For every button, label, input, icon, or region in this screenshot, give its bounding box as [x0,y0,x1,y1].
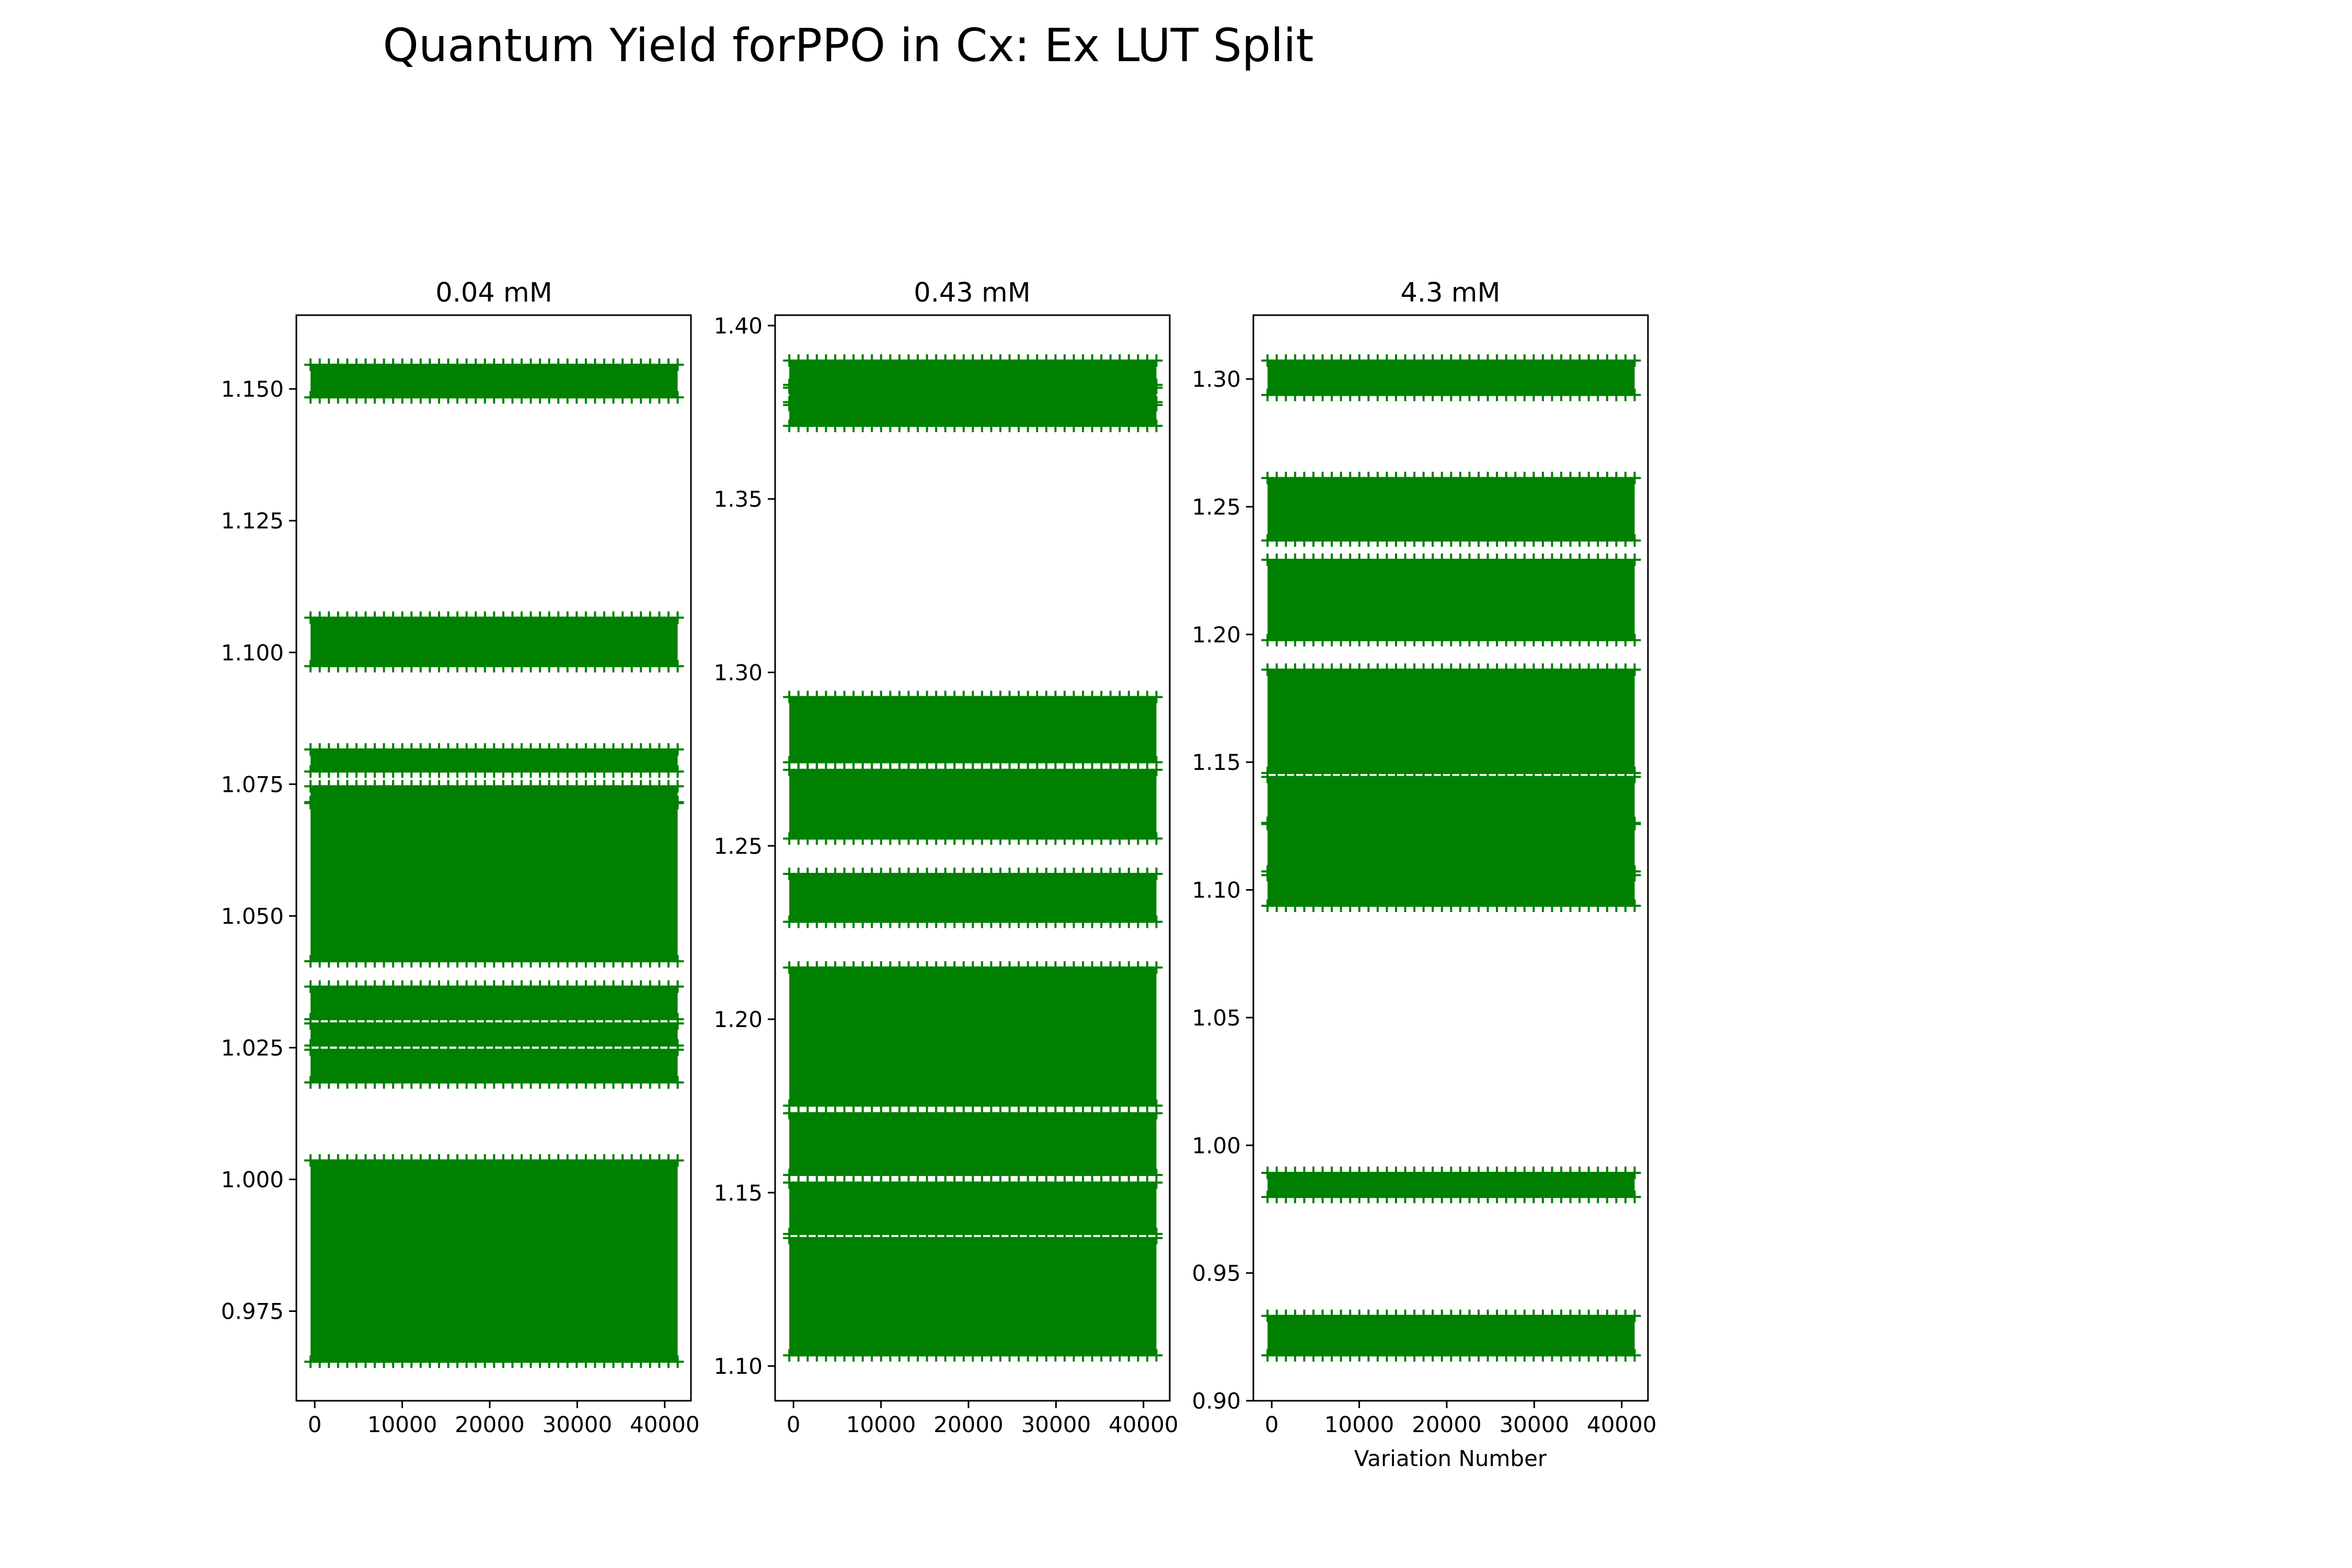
x-tick-label: 0 [1265,1412,1279,1437]
data-band-0-04-mm-8 [304,1154,684,1368]
y-tick-label: 1.20 [1192,622,1241,648]
data-band-0-43-mm-2 [783,396,1163,432]
x-tick-label: 10000 [367,1412,437,1437]
panel-0-04-mm: 0.04 mM 0 10000 20000 30000 40000 0.975 1.000… [221,278,700,1437]
data-band-0-04-mm-7 [304,1043,684,1089]
x-tick-label: 30000 [1021,1412,1091,1437]
y-tick-label: 1.10 [713,1354,763,1379]
panel-4-3-mm-marks [1261,354,1641,1362]
y-tick-label: 0.975 [221,1299,284,1324]
data-band-0-04-mm-4 [304,795,684,968]
panel-0-43-mm: 0.43 mM 0 10000 20000 30000 40000 1.101.151.… [713,278,1178,1437]
y-tick-label: 1.15 [713,1180,763,1206]
data-band-0-43-mm-4 [783,763,1163,845]
panel-title-0-04-mm: 0.04 mM [435,278,552,308]
data-band-0-43-mm-9 [783,1231,1163,1362]
panel-0-04-mm-marks [304,358,684,1368]
x-tick-label: 20000 [1412,1412,1482,1437]
y-tick-label: 0.95 [1192,1261,1241,1286]
y-tick-label: 1.000 [221,1167,284,1193]
y-tick-label: 1.20 [713,1007,763,1032]
y-tick-label: 1.050 [221,903,284,929]
y-tick-label: 1.25 [713,833,763,859]
data-band-0-43-mm-5 [783,868,1163,928]
y-tick-label: 1.125 [221,508,284,534]
data-band-4-3-mm-3 [1261,663,1641,779]
data-band-0-43-mm-8 [783,1176,1163,1240]
panel-0-43-mm-y-axis: 1.10 1.15 1.20 1.25 1.30 1.35 1.40 [713,313,775,1379]
x-tick-label: 40000 [1109,1412,1179,1437]
panel-0-04-mm-frame [295,314,692,1402]
panel-0-43-mm-x-axis: 0 10000 20000 30000 40000 [787,1401,1179,1437]
y-tick-label: 1.100 [221,640,284,665]
data-band-4-3-mm-6 [1261,865,1641,913]
data-band-0-04-mm-2 [304,743,684,778]
y-tick-label: 1.15 [1192,750,1241,775]
figure-title: Quantum Yield forPPO in Cx: Ex LUT Split [383,19,1314,72]
y-tick-label: 1.025 [221,1035,284,1060]
data-band-0-04-mm-1 [304,611,684,673]
y-tick-label: 1.150 [221,376,284,402]
data-band-4-3-mm-7 [1261,1166,1641,1204]
y-tick-label: 1.075 [221,771,284,797]
x-tick-label: 10000 [1324,1412,1394,1437]
x-tick-label: 40000 [1587,1412,1657,1437]
panel-4-3-mm: 4.3 mM 0 10000 20000 30000 40000 0.90 0.95 1.0… [1192,278,1656,1471]
data-band-4-3-mm-2 [1261,554,1641,647]
panel-title-0-43-mm: 0.43 mM [914,278,1030,308]
panel-0-43-mm-frame [774,314,1171,1402]
x-tick-label: 40000 [630,1412,700,1437]
x-tick-label: 30000 [543,1412,613,1437]
panel-4-3-mm-x-label: Variation Number [1354,1446,1547,1471]
y-tick-label: 1.30 [713,660,763,685]
x-tick-label: 20000 [455,1412,525,1437]
x-tick-label: 0 [787,1412,801,1437]
panel-4-3-mm-frame [1252,314,1649,1402]
y-tick-label: 1.30 [1192,366,1241,392]
data-band-4-3-mm-0 [1261,354,1641,401]
panel-0-04-mm-y-axis: 0.975 1.000 1.025 1.050 1.075 1.100 1.125 1.150 [221,376,296,1324]
panel-4-3-mm-y-axis: 0.90 0.95 1.00 1.05 1.10 1.15 1.20 1.25 1.30 [1192,366,1253,1414]
data-band-4-3-mm-1 [1261,471,1641,547]
x-tick-label: 10000 [846,1412,916,1437]
y-tick-label: 1.35 [713,487,763,512]
data-band-0-43-mm-3 [783,690,1163,769]
panel-title-4-3-mm: 4.3 mM [1400,278,1500,308]
x-tick-label: 20000 [933,1412,1004,1437]
x-tick-label: 0 [308,1412,322,1437]
data-band-0-04-mm-0 [304,358,684,404]
data-band-4-3-mm-8 [1261,1309,1641,1362]
y-tick-label: 1.05 [1192,1005,1241,1031]
panel-0-43-mm-marks [783,354,1163,1362]
y-tick-label: 1.10 [1192,878,1241,903]
data-band-0-43-mm-6 [783,961,1163,1112]
data-band-4-3-mm-4 [1261,770,1641,831]
panel-4-3-mm-x-axis: 0 10000 20000 30000 40000 [1265,1401,1657,1437]
data-band-0-43-mm-7 [783,1106,1163,1182]
y-tick-label: 1.00 [1192,1133,1241,1158]
y-tick-label: 1.25 [1192,494,1241,520]
panel-0-04-mm-x-axis: 0 10000 20000 30000 40000 [308,1401,700,1437]
y-tick-label: 1.40 [713,313,763,339]
x-tick-label: 30000 [1500,1412,1570,1437]
y-tick-label: 0.90 [1192,1388,1241,1414]
